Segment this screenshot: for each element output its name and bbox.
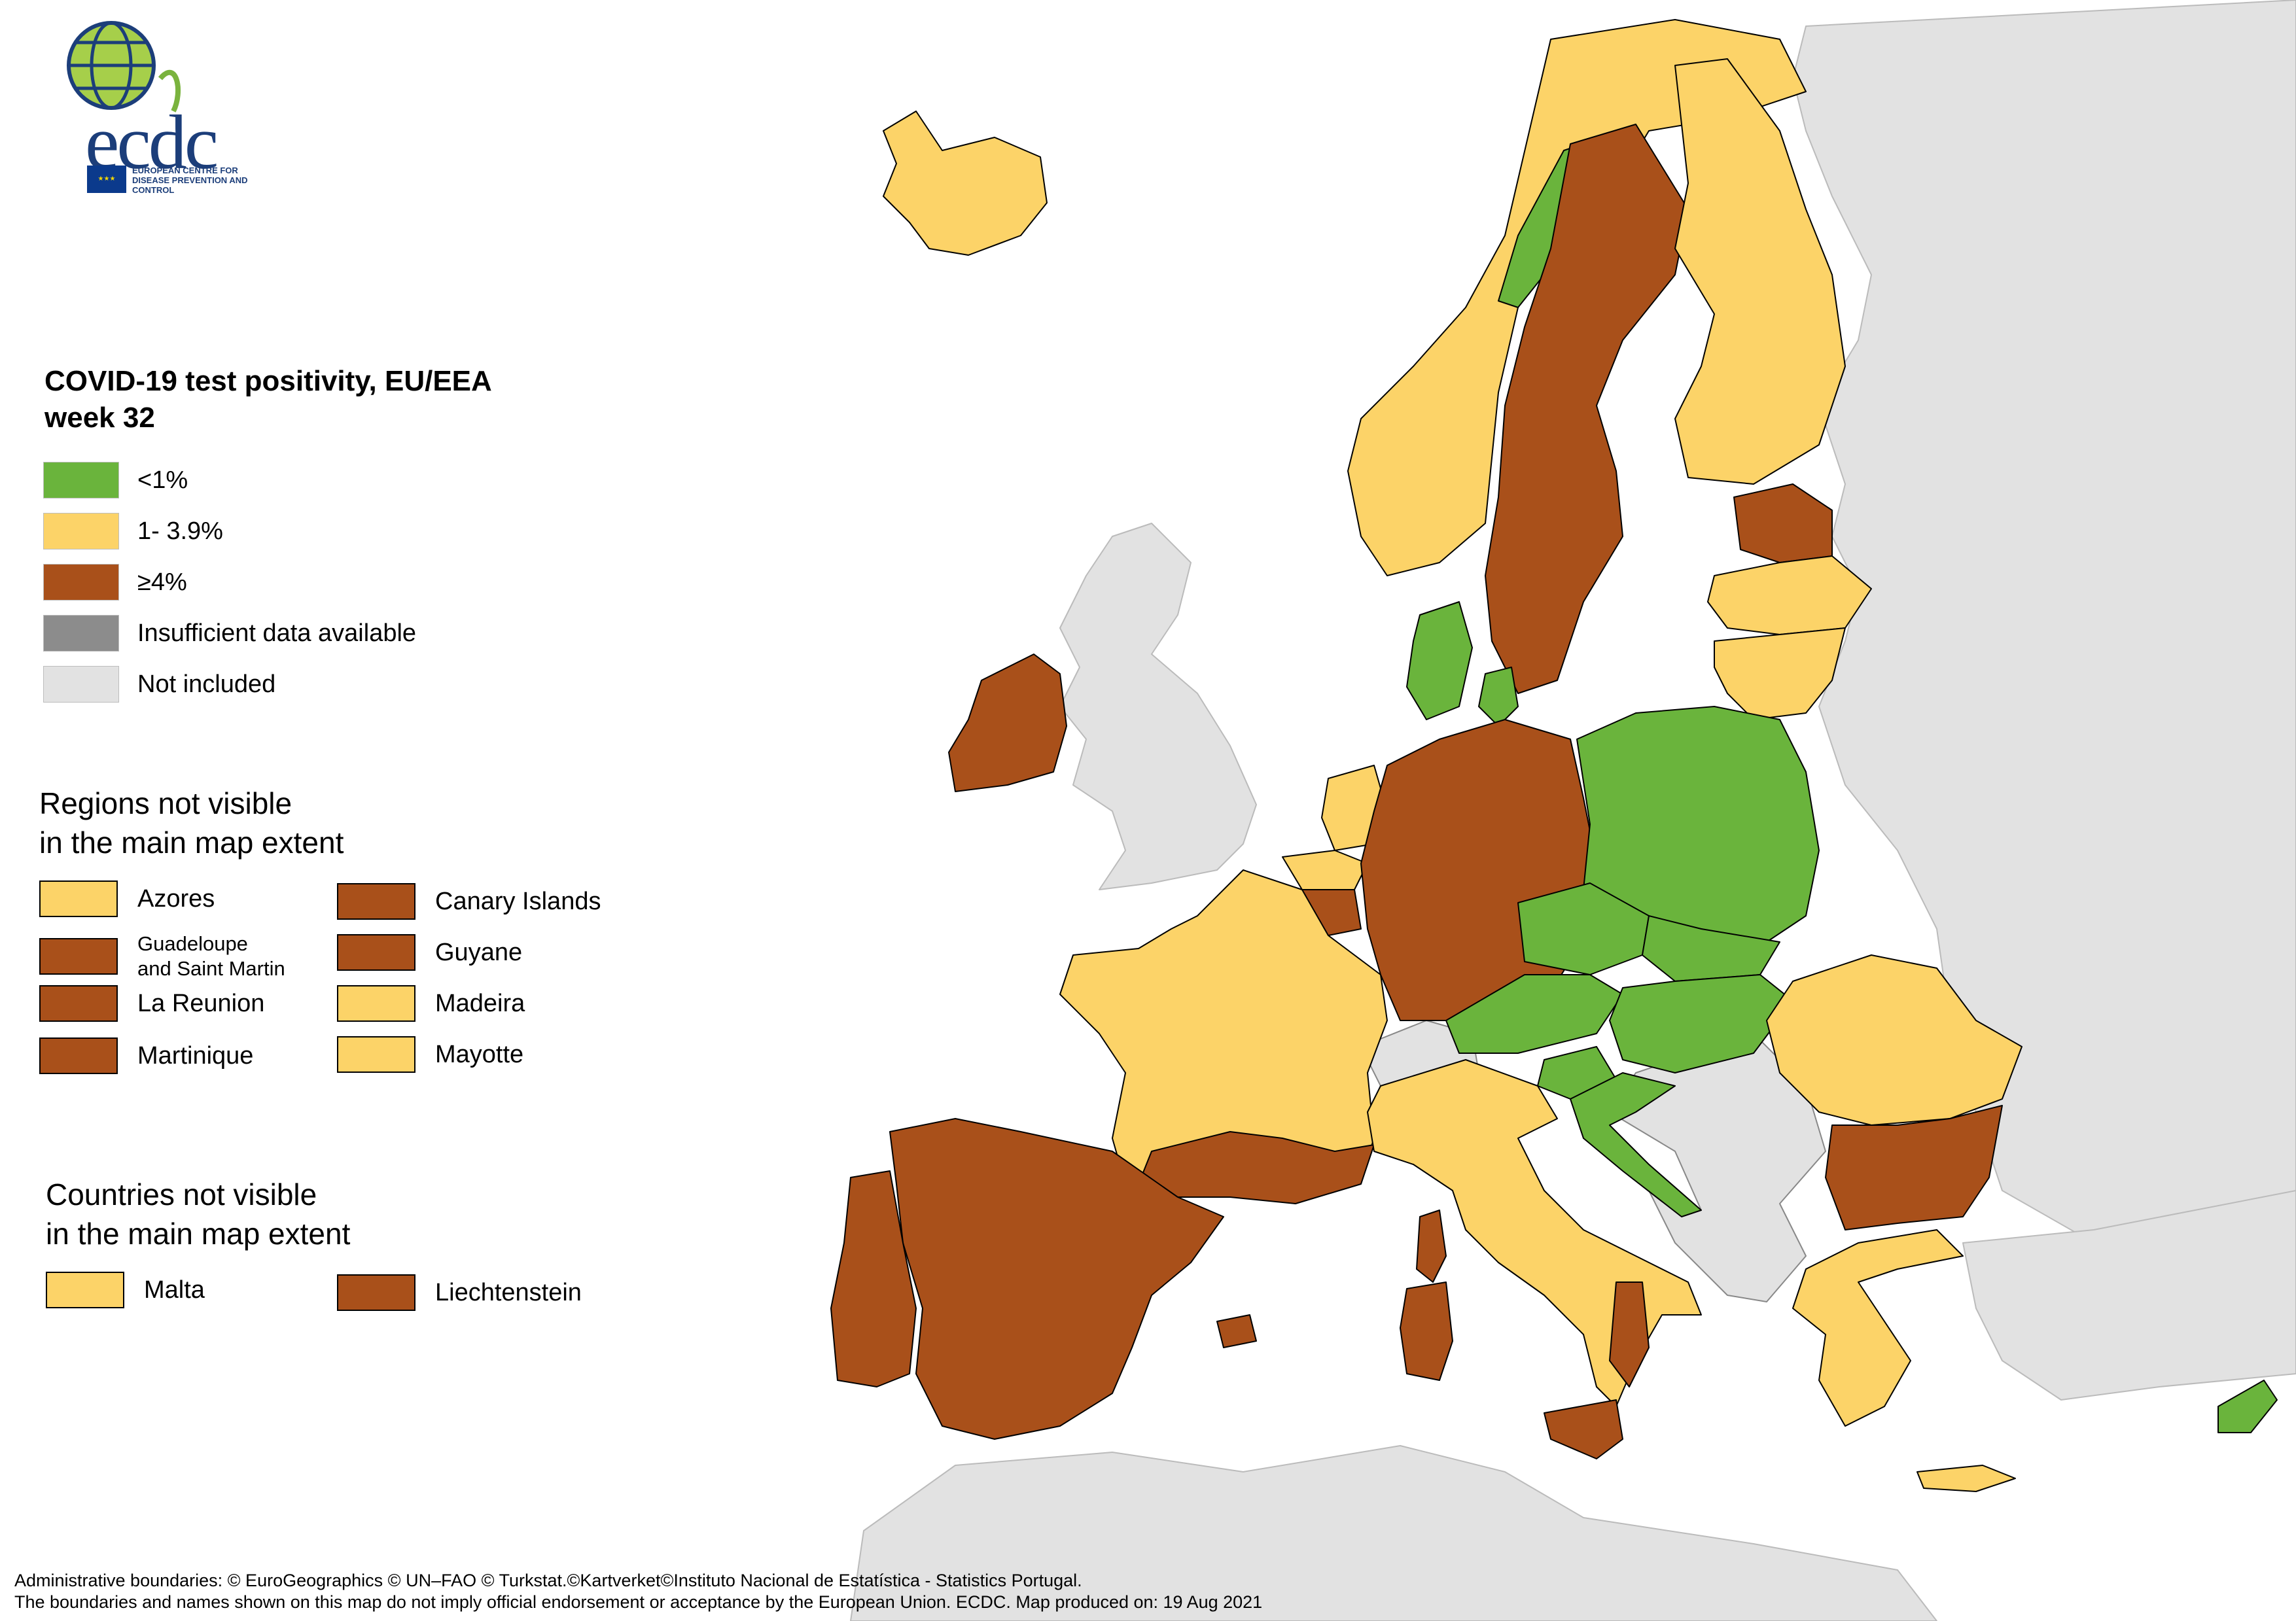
country-greece-crete (1916, 1465, 2016, 1492)
region-item-azores: Azores (39, 880, 215, 917)
eu-flag-icon: ★★★ (87, 166, 126, 193)
region-label: Guyane (435, 938, 523, 966)
region-item-madeira: Madeira (337, 985, 525, 1022)
legend-label: Not included (137, 670, 276, 698)
legend-item-green: <1% (43, 462, 188, 498)
country-norway (1347, 19, 1807, 576)
globe-icon (67, 21, 181, 113)
region-uk (1059, 523, 1257, 890)
legend-title: COVID-19 test positivity, EU/EEA week 32 (44, 363, 633, 436)
region-label: Martinique (137, 1041, 254, 1070)
country-latvia (1707, 555, 1872, 635)
region-label: La Reunion (137, 989, 265, 1017)
country-estonia (1733, 483, 1833, 563)
region-swatch (39, 1037, 118, 1074)
legend-item-yellow: 1- 3.9% (43, 513, 223, 549)
region-item-mayotte: Mayotte (337, 1036, 523, 1073)
region-label-line2: and Saint Martin (137, 957, 285, 980)
region-swatch (39, 985, 118, 1022)
country-swatch (337, 1274, 415, 1311)
country-belgium (1282, 850, 1368, 890)
country-denmark-island (1478, 667, 1519, 727)
country-sweden (1485, 124, 1689, 694)
legend-swatch (43, 462, 119, 498)
region-swatch (39, 880, 118, 917)
country-bulgaria (1825, 1105, 2003, 1230)
regions-title-line1: Regions not visible (39, 786, 292, 820)
country-finland (1674, 58, 1846, 485)
legend-swatch (43, 564, 119, 601)
regions-title-line2: in the main map extent (39, 826, 344, 860)
legend-swatch (43, 666, 119, 703)
region-swatch (337, 1036, 415, 1073)
legend-title-line2: week 32 (44, 402, 155, 434)
region-swatch (337, 934, 415, 971)
country-label: Liechtenstein (435, 1278, 582, 1306)
region-item-canary-islands: Canary Islands (337, 883, 601, 920)
country-austria (1445, 974, 1623, 1054)
region-label: Madeira (435, 989, 525, 1017)
country-cyprus (2217, 1380, 2278, 1433)
country-hungary (1609, 974, 1793, 1073)
country-ireland (948, 654, 1067, 792)
region-swatch (337, 883, 415, 920)
legend-title-line1: COVID-19 test positivity, EU/EEA (44, 365, 492, 397)
country-greece (1792, 1229, 1964, 1427)
country-iceland (883, 111, 1048, 256)
country-croatia (1570, 1072, 1702, 1217)
countries-section-title: Countries not visible in the main map ex… (46, 1175, 350, 1253)
region-item-guyane: Guyane (337, 934, 522, 971)
legend-item-not-included: Not included (43, 666, 275, 703)
footer-line1: Administrative boundaries: © EuroGeograp… (14, 1571, 1082, 1590)
region-item-martinique: Martinique (39, 1037, 253, 1074)
country-item-malta: Malta (46, 1272, 205, 1308)
country-spain (889, 1118, 1224, 1440)
legend-item-insufficient: Insufficient data available (43, 615, 416, 652)
legend-label: <1% (137, 466, 188, 494)
legend-swatch (43, 513, 119, 549)
region-item-la-reunion: La Reunion (39, 985, 264, 1022)
footer-line2: The boundaries and names shown on this m… (14, 1592, 1263, 1612)
country-item-liechtenstein: Liechtenstein (337, 1274, 582, 1311)
legend-label: 1- 3.9% (137, 517, 223, 545)
legend-item-brown: ≥4% (43, 564, 187, 601)
countries-title-line1: Countries not visible (46, 1177, 317, 1211)
region-label: Canary Islands (435, 887, 601, 915)
legend-label: ≥4% (137, 568, 187, 596)
country-sardinia (1400, 1281, 1453, 1381)
region-north-africa (850, 1445, 1937, 1621)
country-swatch (46, 1272, 124, 1308)
country-italy-south (1609, 1281, 1650, 1387)
region-label: Mayotte (435, 1040, 524, 1068)
legend-swatch (43, 615, 119, 652)
country-label: Malta (144, 1276, 205, 1304)
country-corsica (1416, 1210, 1447, 1283)
regions-section-title: Regions not visible in the main map exte… (39, 784, 344, 862)
ecdc-logo: ecdc ★★★ EUROPEAN CENTRE FOR DISEASE PRE… (39, 13, 275, 209)
legend-label: Insufficient data available (137, 619, 417, 647)
country-lithuania (1714, 627, 1846, 720)
region-swatch (337, 985, 415, 1022)
country-romania (1766, 954, 2022, 1126)
country-portugal (830, 1170, 917, 1387)
country-balearic (1216, 1314, 1257, 1348)
region-item-guadeloupe: Guadeloupe and Saint Martin (39, 932, 285, 981)
country-denmark (1406, 601, 1473, 720)
region-swatch (39, 938, 118, 975)
footer-attribution: Administrative boundaries: © EuroGeograp… (14, 1570, 1262, 1613)
region-label: Guadeloupe and Saint Martin (137, 932, 285, 981)
country-sicily (1544, 1399, 1623, 1459)
region-label: Azores (137, 884, 215, 913)
countries-title-line2: in the main map extent (46, 1217, 351, 1251)
logo-subtitle: EUROPEAN CENTRE FOR DISEASE PREVENTION A… (132, 166, 248, 195)
region-turkey (1962, 1190, 2296, 1401)
region-label-line1: Guadeloupe (137, 932, 248, 955)
